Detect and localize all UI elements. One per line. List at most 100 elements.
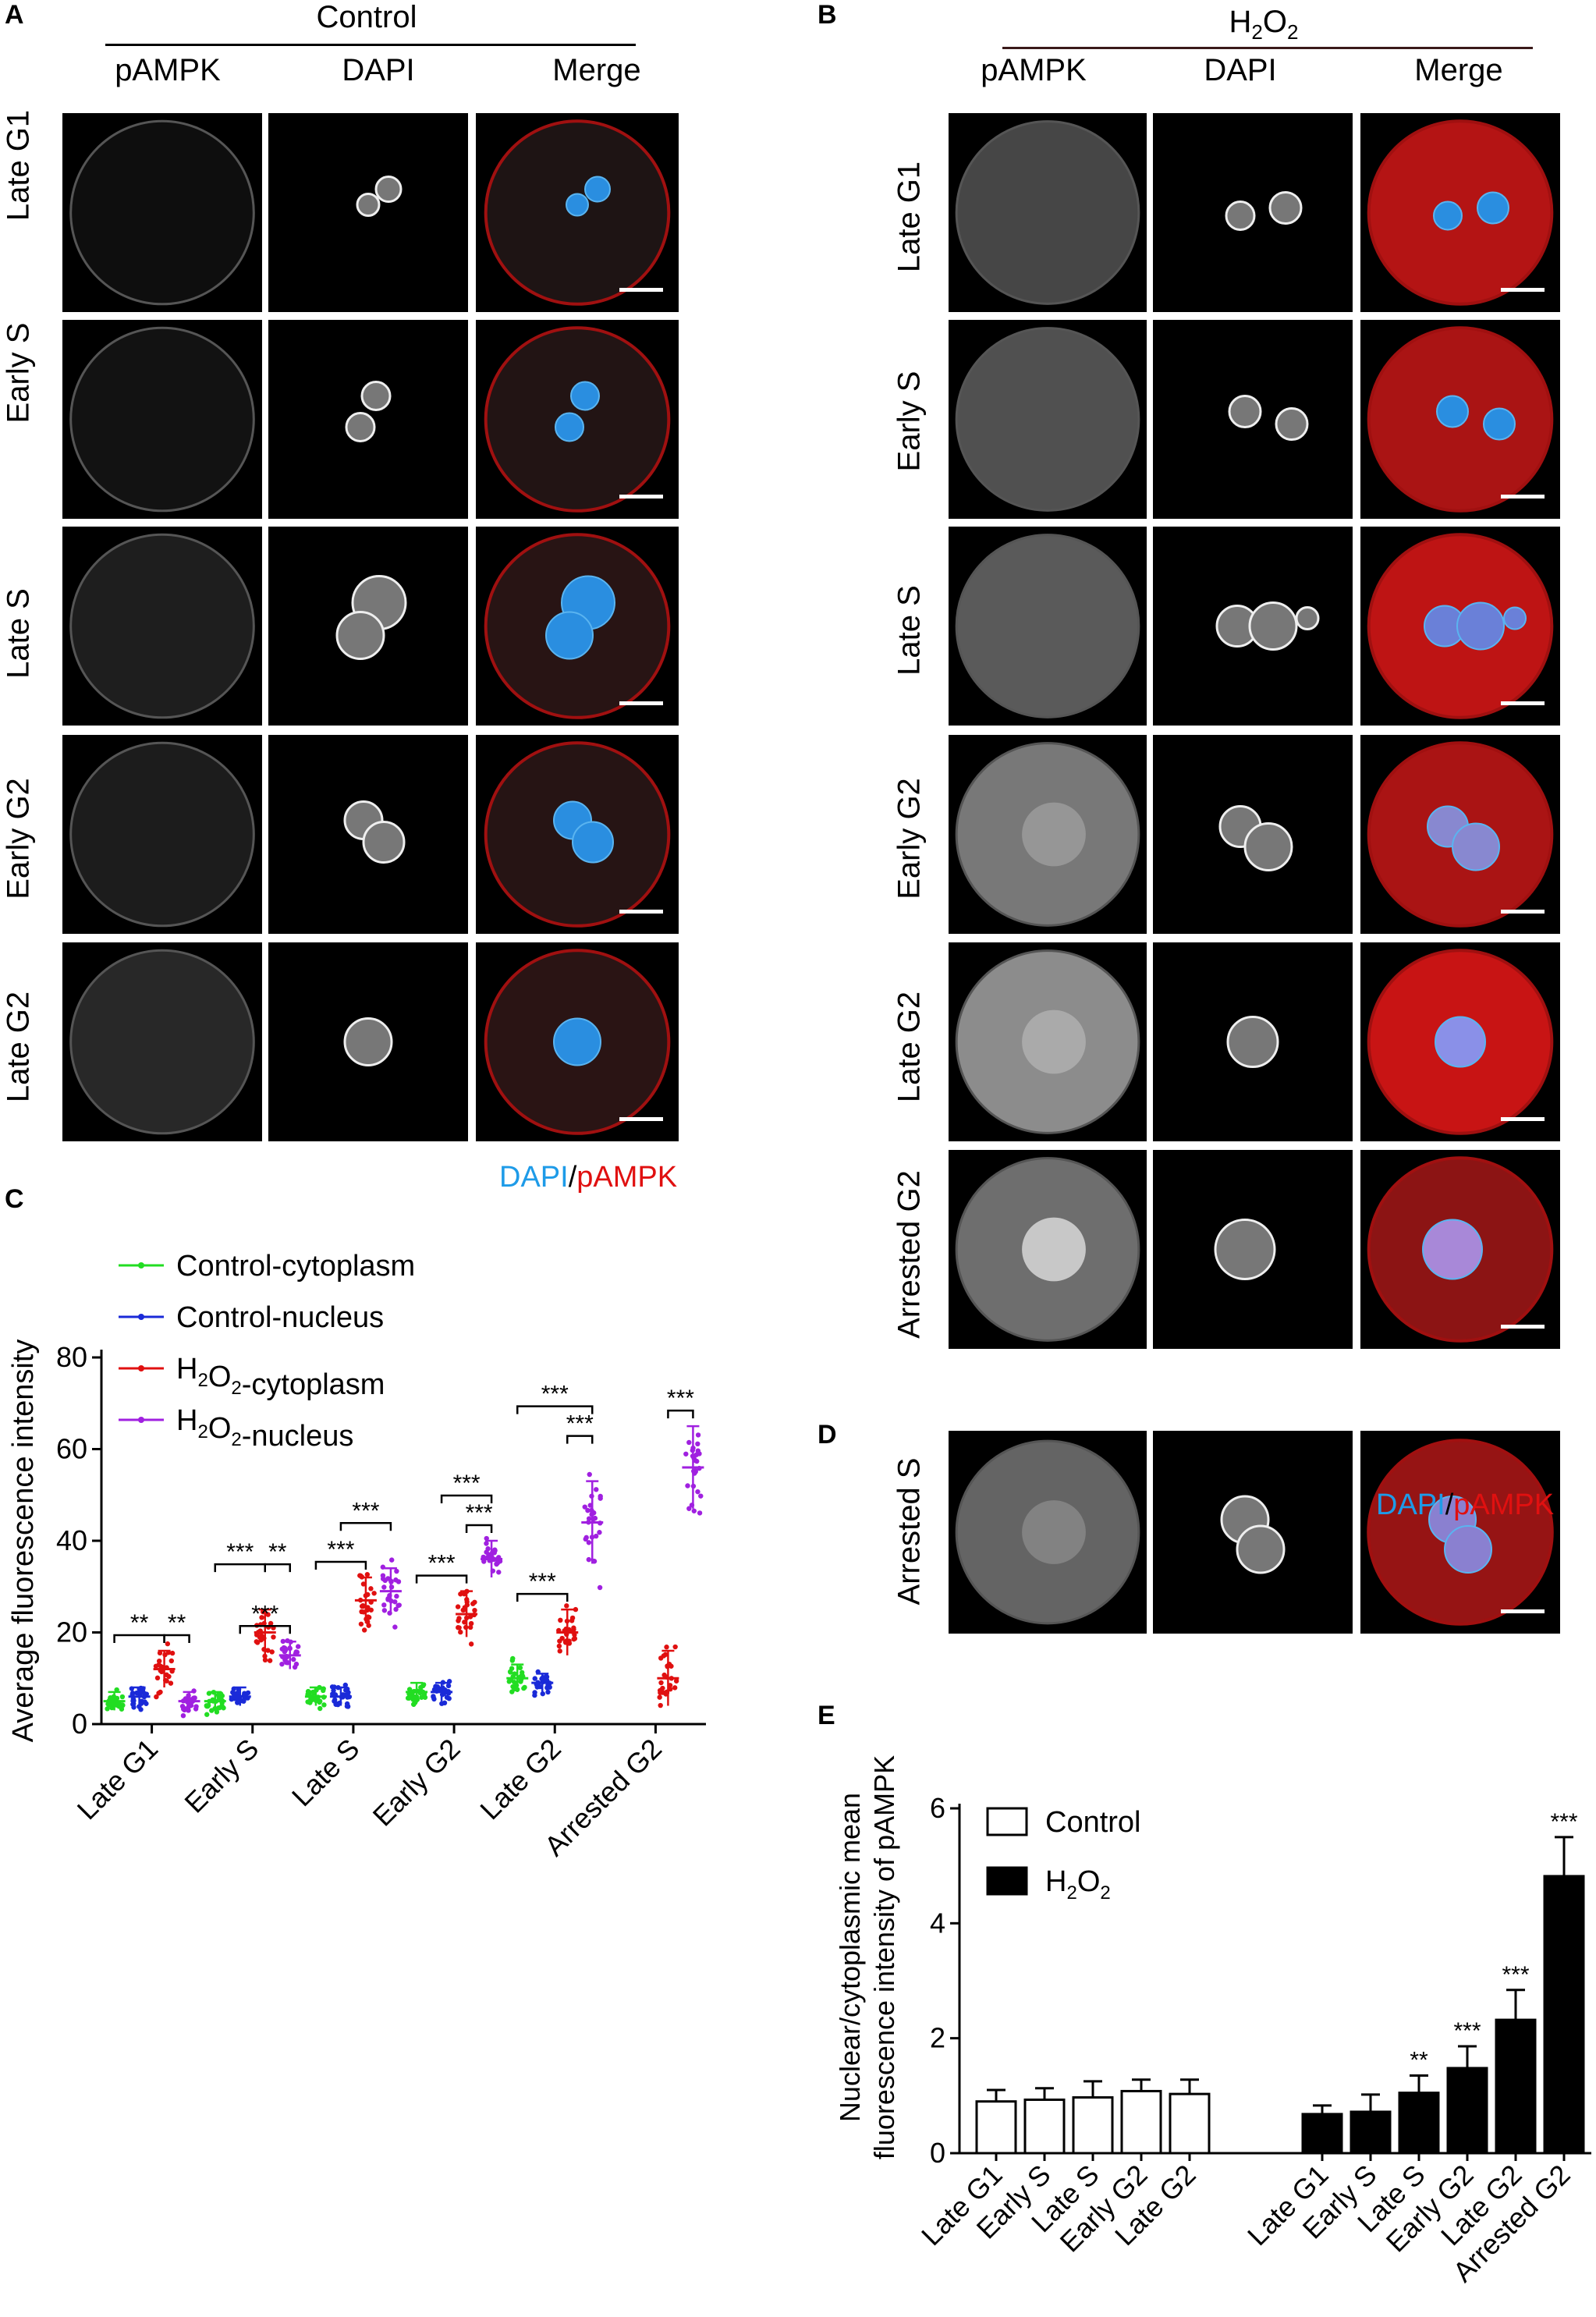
- data-point: [180, 1706, 186, 1712]
- panel-b-merge-row-2: [1360, 320, 1560, 519]
- nucleus-2: [555, 412, 584, 442]
- panel-a-dapi-row-2: [268, 320, 468, 519]
- x-tick-label: Late S: [286, 1733, 366, 1813]
- nucleus-2: [584, 176, 611, 203]
- data-point: [159, 1669, 165, 1675]
- data-point: [593, 1533, 599, 1539]
- significance-label: ***: [327, 1537, 354, 1563]
- significance-bracket: [113, 1634, 165, 1643]
- significance-bracket: [667, 1409, 694, 1419]
- nucleus-2: [1452, 822, 1500, 871]
- data-point: [597, 1584, 603, 1591]
- data-point: [673, 1678, 679, 1684]
- panel-a-row-late-s: Late S: [1, 588, 36, 679]
- data-point: [456, 1616, 462, 1621]
- significance-label: ***: [541, 1382, 569, 1407]
- data-point: [512, 1686, 517, 1692]
- data-point: [105, 1706, 110, 1712]
- significance-bracket: [264, 1563, 291, 1573]
- legend-swatch-h2o2: [986, 1866, 1028, 1896]
- data-point: [495, 1560, 501, 1566]
- y-tick-label: 0: [72, 1708, 87, 1740]
- bar: [1398, 2092, 1440, 2155]
- scale-bar: [1501, 910, 1545, 914]
- nucleus-2: [1275, 407, 1309, 441]
- data-point: [485, 1546, 491, 1552]
- legend-pampk: pAMPK: [1453, 1488, 1555, 1521]
- data-point: [380, 1573, 386, 1578]
- data-point: [371, 1591, 377, 1596]
- data-point: [105, 1701, 111, 1707]
- data-point: [385, 1576, 391, 1581]
- nucleus-1: [343, 1017, 393, 1066]
- data-point: [545, 1689, 551, 1695]
- nucleus-2: [335, 611, 385, 660]
- oocyte-cytoplasm: [69, 119, 255, 306]
- data-point: [381, 1584, 387, 1590]
- data-point: [431, 1696, 437, 1702]
- panel-b-row-late-g2: Late G2: [892, 991, 927, 1103]
- panel-label-c: C: [5, 1184, 24, 1214]
- x-tick-label: Early G2: [367, 1733, 466, 1833]
- y-tick-label: 20: [56, 1616, 87, 1648]
- panel-b-pampk-row-4: [949, 735, 1147, 934]
- data-point: [419, 1694, 424, 1700]
- data-point: [394, 1568, 399, 1574]
- panel-a-dapi-row-4: [268, 735, 468, 934]
- significance-label: ***: [667, 1386, 694, 1411]
- data-point: [491, 1550, 497, 1556]
- data-point: [512, 1671, 517, 1677]
- panel-a-dapi-row-1: [268, 113, 468, 312]
- oocyte-cytoplasm: [955, 120, 1140, 305]
- data-point: [693, 1469, 698, 1474]
- data-point: [108, 1694, 113, 1701]
- data-point: [130, 1698, 136, 1704]
- data-point: [668, 1686, 673, 1692]
- data-point: [658, 1680, 664, 1686]
- data-point: [166, 1673, 172, 1680]
- data-point: [168, 1680, 174, 1686]
- data-point: [344, 1703, 350, 1709]
- legend-marker: [138, 1262, 144, 1268]
- nucleus-1: [1228, 395, 1262, 428]
- bar: [1169, 2092, 1211, 2155]
- data-point: [657, 1687, 663, 1694]
- data-point: [573, 1606, 579, 1613]
- data-point: [496, 1570, 502, 1575]
- oocyte-cytoplasm: [955, 327, 1140, 512]
- data-point: [366, 1615, 372, 1620]
- nucleus-2: [1444, 1525, 1492, 1574]
- panel-a-header-rule: [105, 44, 636, 46]
- panel-d-color-legend: DAPI/pAMPK: [1376, 1488, 1554, 1522]
- data-point: [691, 1508, 697, 1513]
- data-point: [664, 1645, 669, 1650]
- data-point: [559, 1635, 565, 1641]
- nucleus-1: [566, 193, 589, 217]
- bar: [1543, 1875, 1585, 2155]
- data-point: [154, 1694, 159, 1700]
- data-point: [119, 1694, 126, 1700]
- nucleus-1: [1214, 1219, 1276, 1280]
- data-point: [557, 1648, 562, 1654]
- data-point: [262, 1657, 268, 1663]
- data-point: [358, 1621, 364, 1627]
- data-point: [658, 1702, 663, 1708]
- y-tick-label: 0: [930, 2137, 945, 2169]
- legend-label-2: Control-nucleus: [176, 1301, 384, 1334]
- nuclear-signal: [1022, 802, 1086, 867]
- data-point: [262, 1653, 268, 1659]
- significance-bracket: [516, 1592, 569, 1602]
- data-point: [291, 1656, 296, 1662]
- data-point: [511, 1679, 517, 1685]
- significance-label: ***: [1502, 1962, 1529, 1988]
- data-point: [586, 1540, 592, 1545]
- nucleus-1: [1226, 1016, 1279, 1068]
- oocyte-cytoplasm: [955, 534, 1140, 719]
- legend-label-3: H2O2-cytoplasm: [176, 1353, 385, 1401]
- nucleus-3: [1503, 606, 1527, 630]
- data-point: [509, 1658, 516, 1663]
- significance-label: ***: [566, 1411, 594, 1437]
- data-point: [472, 1607, 477, 1613]
- significance-bracket: [214, 1563, 266, 1573]
- data-point: [594, 1487, 599, 1492]
